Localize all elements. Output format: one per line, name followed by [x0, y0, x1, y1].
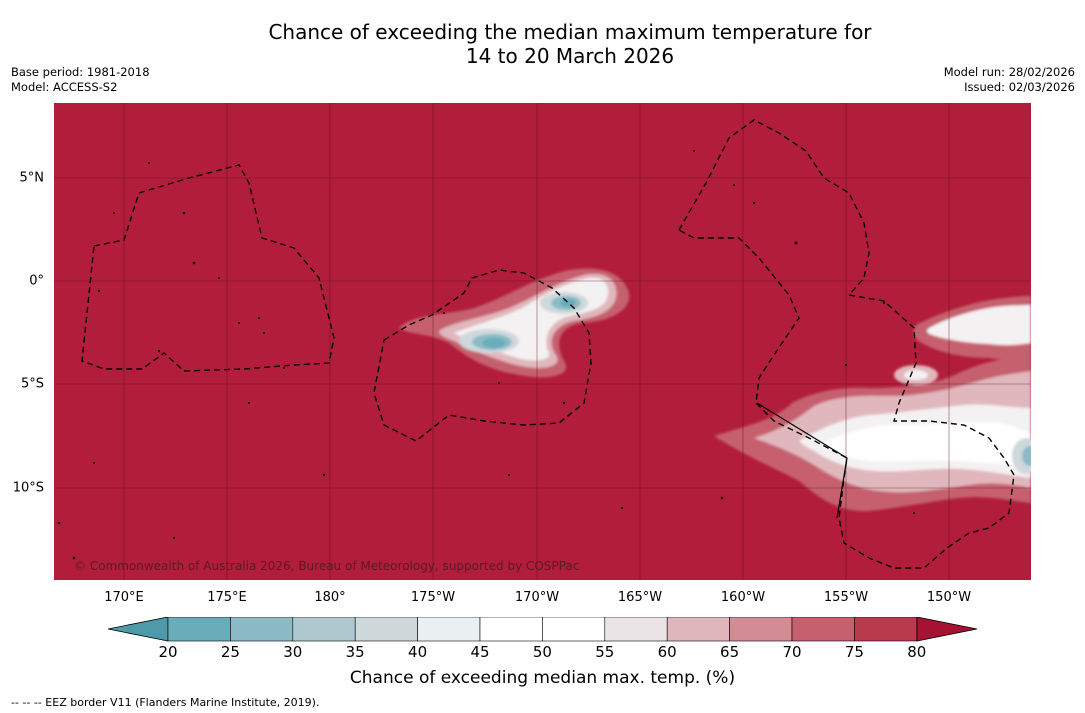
colorbar-tick-label: 75: [844, 643, 864, 661]
colorbar-tick-label: 65: [720, 643, 740, 661]
meta-left: Base period: 1981-2018 Model: ACCESS-S2: [11, 65, 150, 95]
colorbar-tick-label: 70: [782, 643, 802, 661]
colorbar: [108, 617, 978, 642]
eez-legend-text: -- -- -- EEZ border V11 (Flanders Marine…: [11, 696, 320, 709]
colorbar-label: Chance of exceeding median max. temp. (%…: [349, 668, 736, 688]
model-name: Model: ACCESS-S2: [11, 80, 118, 94]
colorbar-high-triangle: [916, 617, 978, 642]
lon-label-180: 180°: [314, 590, 346, 605]
colorbar-cells: [167, 617, 918, 642]
lat-label-0: 0°: [29, 273, 44, 289]
copyright-notice: © Commonwealth of Australia 2026, Bureau…: [74, 559, 580, 573]
eez-solid-segment: [756, 402, 848, 519]
issued-date: Issued: 02/03/2026: [964, 80, 1075, 94]
map-canvas: [54, 103, 1031, 580]
colorbar-tick-label: 55: [595, 643, 615, 661]
colorbar-low-triangle: [108, 617, 169, 642]
graticule: [54, 103, 1031, 580]
title-line-1: Chance of exceeding the median maximum t…: [268, 20, 872, 44]
colorbar-tick-label: 30: [283, 643, 303, 661]
lon-label-175e: 175°E: [207, 590, 247, 605]
lat-label-5n: 5°N: [19, 170, 45, 186]
colorbar-tick-label: 35: [345, 643, 365, 661]
meta-right: Model run: 28/02/2026 Issued: 02/03/2026: [944, 65, 1075, 95]
colorbar-cell: [479, 617, 543, 642]
colorbar-cell: [854, 617, 918, 642]
colorbar-cell: [417, 617, 481, 642]
base-period: Base period: 1981-2018: [11, 65, 150, 79]
lat-label-5s: 5°S: [20, 376, 44, 392]
colorbar-tick-label: 80: [907, 643, 927, 661]
anomaly-central: [399, 268, 630, 378]
colorbar-tick-label: 45: [470, 643, 490, 661]
colorbar-cell: [167, 617, 231, 642]
colorbar-tick-label: 20: [158, 643, 178, 661]
lon-label-175w: 175°W: [410, 590, 456, 605]
model-run: Model run: 28/02/2026: [943, 65, 1075, 79]
map-panel[interactable]: © Commonwealth of Australia 2026, Bureau…: [54, 103, 1031, 580]
lon-label-170e: 170°E: [104, 590, 144, 605]
colorbar-cell: [230, 617, 294, 642]
islands: [57, 150, 915, 560]
colorbar-tick-label: 60: [657, 643, 677, 661]
colorbar-tick-label: 25: [220, 643, 240, 661]
colorbar-cell: [354, 617, 418, 642]
title-line-2: 14 to 20 March 2026: [465, 44, 675, 68]
colorbar-cell: [542, 617, 606, 642]
map-title: Chance of exceeding the median maximum t…: [0, 20, 1085, 68]
colorbar-cell: [729, 617, 793, 642]
lon-label-160w: 160°W: [720, 590, 766, 605]
colorbar-cell: [604, 617, 668, 642]
lon-label-170w: 170°W: [514, 590, 560, 605]
anomaly-east: [714, 296, 1031, 512]
lon-label-150w: 150°W: [926, 590, 972, 605]
lon-label-155w: 155°W: [823, 590, 869, 605]
colorbar-cell: [791, 617, 855, 642]
colorbar-tick-label: 40: [408, 643, 428, 661]
lat-label-10s: 10°S: [12, 480, 44, 496]
colorbar-cell: [292, 617, 356, 642]
colorbar-tick-label: 50: [532, 643, 552, 661]
lon-label-165w: 165°W: [617, 590, 663, 605]
eez-borders: [81, 119, 1015, 569]
colorbar-cell: [666, 617, 730, 642]
